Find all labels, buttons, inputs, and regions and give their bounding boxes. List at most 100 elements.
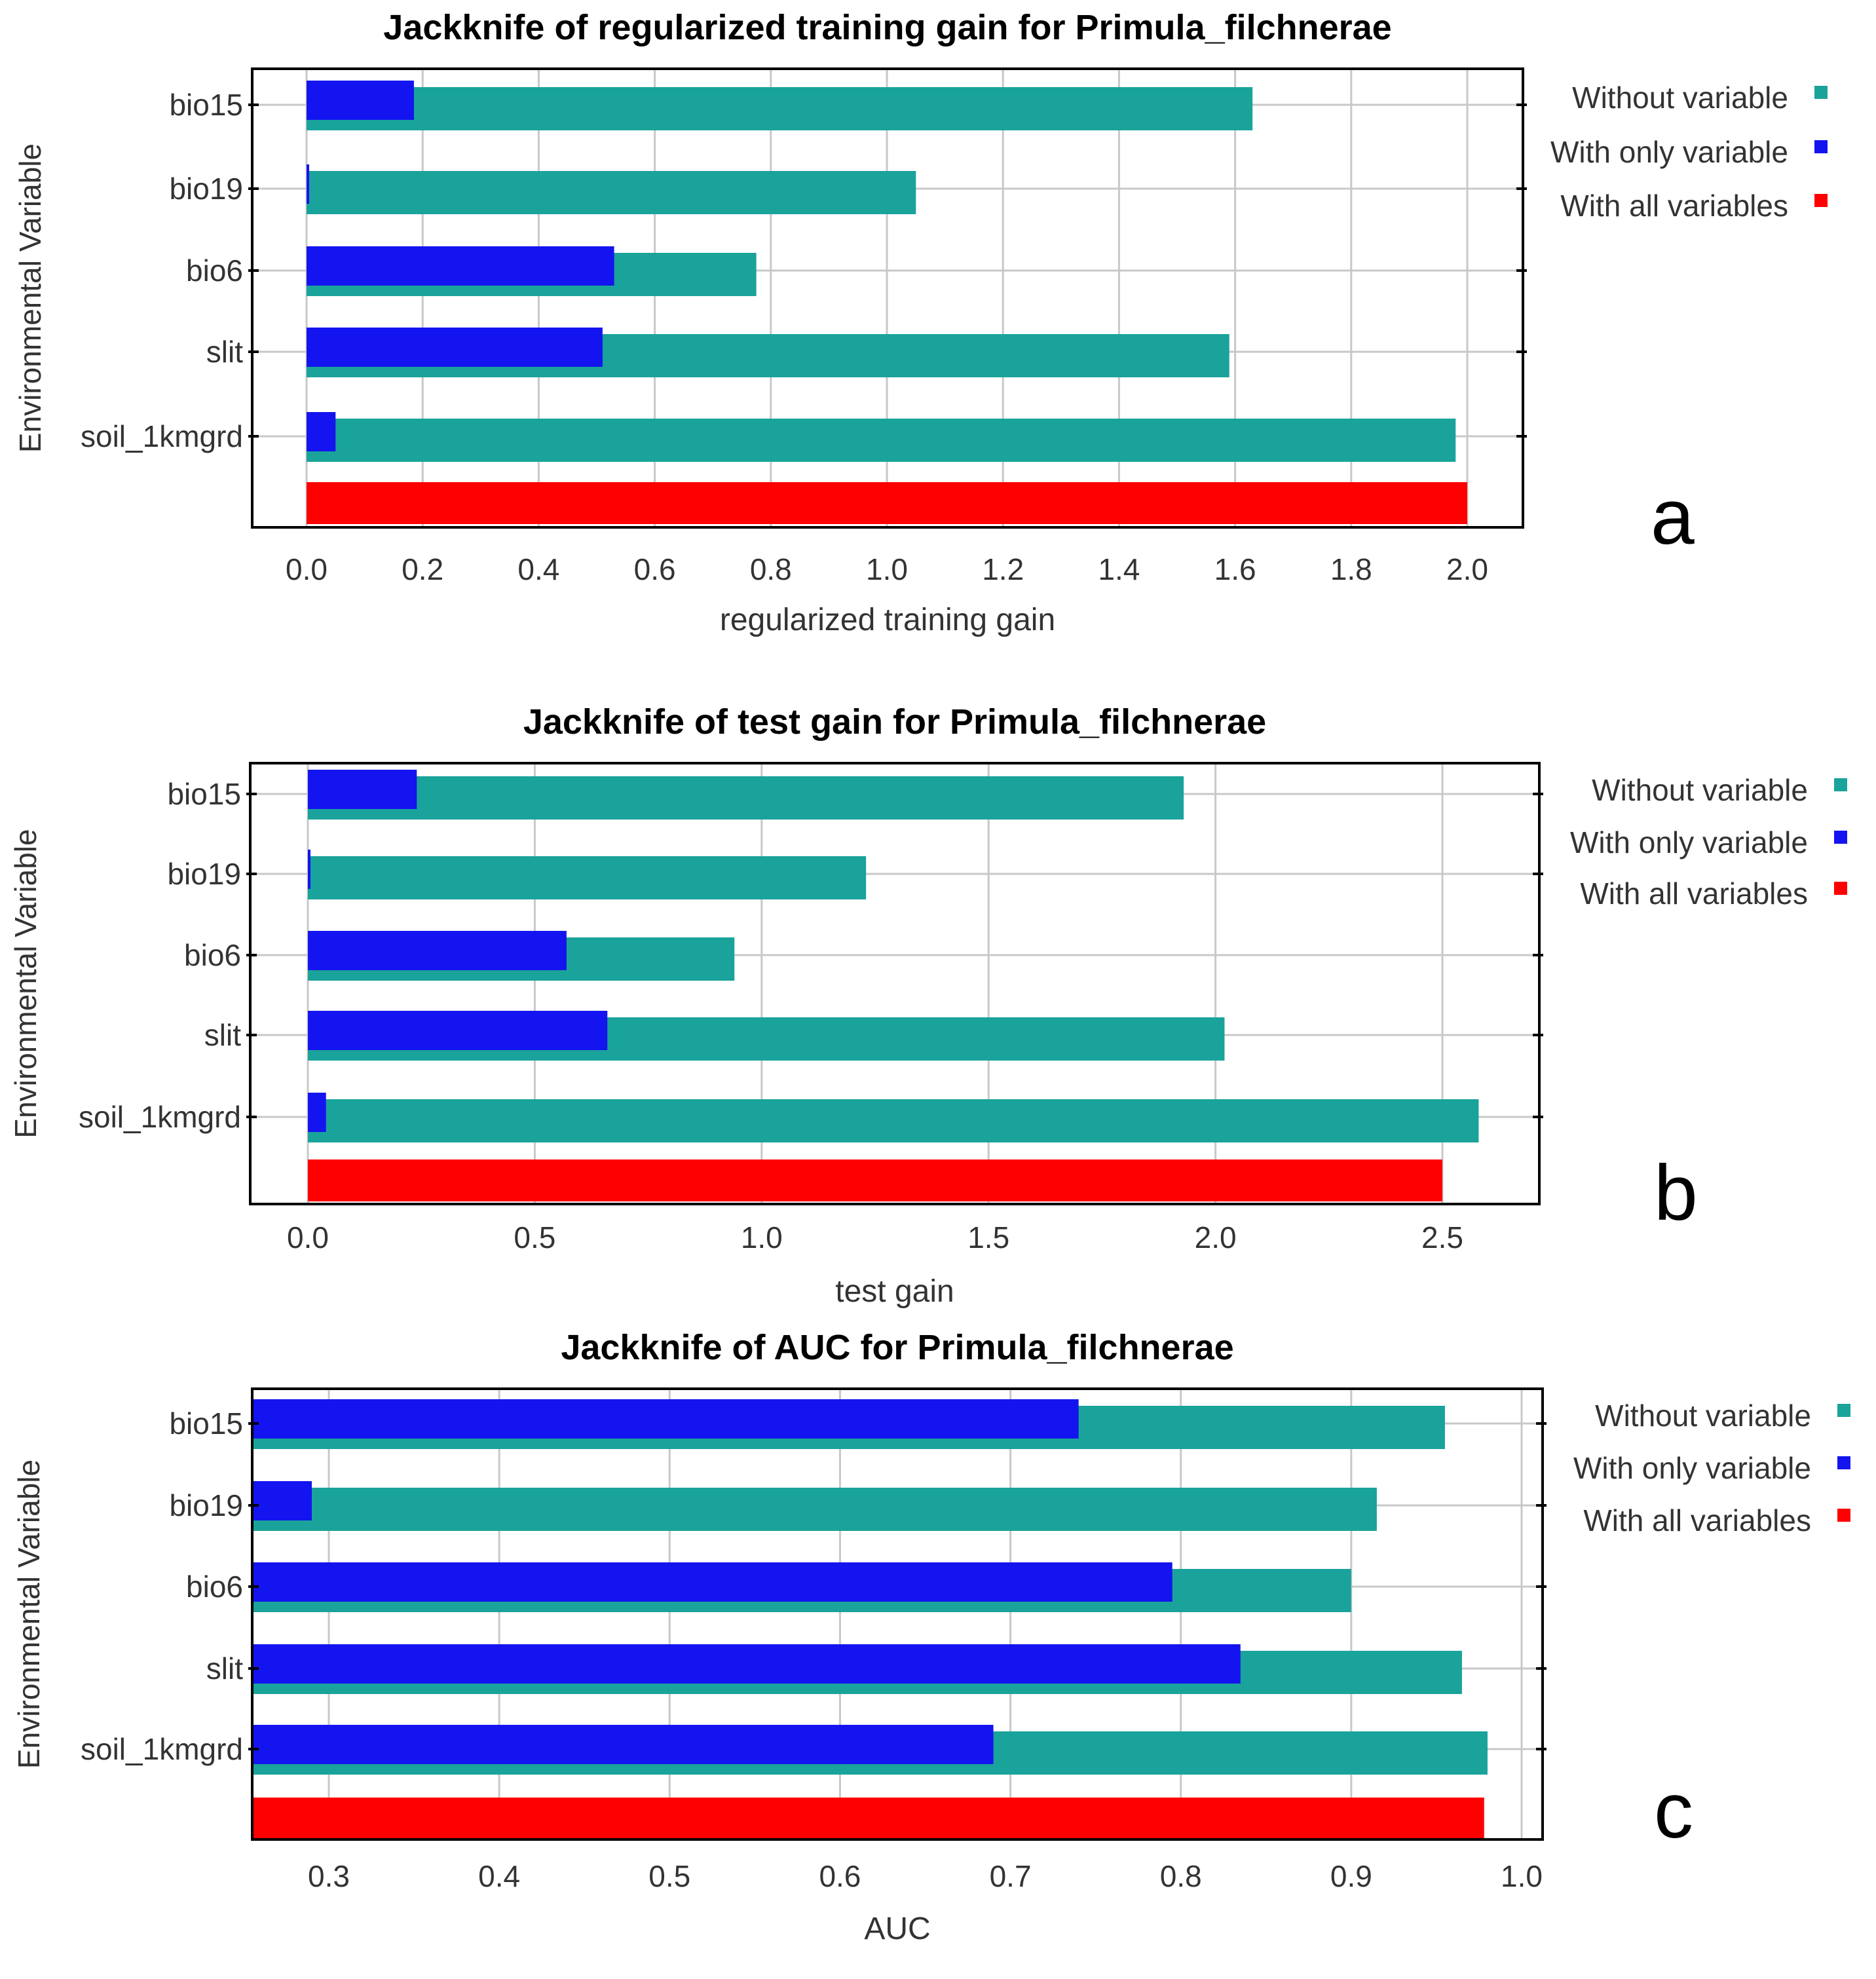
- x-tick-label: 1.0: [741, 1220, 783, 1254]
- x-axis-label: test gain: [835, 1274, 954, 1309]
- plot-frame: [249, 762, 1541, 1205]
- bar-only-bio15: [308, 770, 417, 809]
- legend-without-variable-label: Without variable: [1572, 81, 1788, 115]
- legend-with-all-variables-swatch: [1834, 882, 1847, 895]
- bar-only-bio15: [253, 1399, 1079, 1439]
- bar-all-variables: [307, 482, 1467, 524]
- bar-without-bio19: [308, 856, 867, 899]
- legend-with-only-variable-label: With only variable: [1573, 1451, 1811, 1485]
- category-label: bio15: [169, 88, 243, 122]
- bar-only-bio6: [253, 1562, 1172, 1602]
- bar-only-bio6: [307, 246, 614, 286]
- bar-only-slit: [307, 328, 603, 367]
- x-tick-label: 2.0: [1195, 1220, 1237, 1254]
- category-label: bio19: [169, 172, 243, 206]
- x-axis-label: regularized training gain: [720, 603, 1055, 637]
- bar-without-bio15: [308, 776, 1184, 820]
- x-tick-label: 0.9: [1330, 1859, 1372, 1893]
- category-label: slit: [206, 335, 243, 369]
- legend-with-all-variables-label: With all variables: [1560, 189, 1788, 223]
- bar-only-soil_1kmgrd: [308, 1093, 326, 1132]
- bar-all-variables: [253, 1798, 1484, 1839]
- x-tick-label: 0.0: [286, 552, 328, 586]
- bar-without-bio19: [253, 1488, 1377, 1531]
- x-tick-label: 0.6: [634, 552, 676, 586]
- bar-only-bio6: [308, 931, 567, 970]
- bar-without-soil_1kmgrd: [307, 419, 1456, 462]
- legend-with-only-variable-label: With only variable: [1550, 135, 1788, 169]
- x-tick-label: 0.4: [517, 552, 559, 586]
- y-axis-label: Environmental Variable: [12, 1460, 46, 1769]
- plot-frame: [251, 67, 1524, 529]
- legend-with-all-variables-swatch: [1814, 194, 1828, 207]
- y-axis-label: Environmental Variable: [13, 143, 47, 453]
- x-tick-label: 0.2: [402, 552, 443, 586]
- legend-with-all-variables-label: With all variables: [1583, 1503, 1811, 1537]
- bar-without-soil_1kmgrd: [308, 1099, 1479, 1142]
- bar-only-slit: [308, 1011, 608, 1050]
- panel-letter: c: [1654, 1767, 1693, 1855]
- x-tick-label: 0.6: [819, 1859, 861, 1893]
- category-label: bio19: [169, 1488, 243, 1522]
- legend: Without variable With only variable With a…: [1573, 1399, 1850, 1537]
- legend: Without variable With only variable With a…: [1570, 773, 1847, 911]
- chart-title: Jackknife of regularized training gain f…: [383, 8, 1391, 47]
- legend-without-variable-label: Without variable: [1595, 1399, 1811, 1433]
- legend: Without variable With only variable With a…: [1550, 81, 1828, 223]
- chart-panel-b: Jackknife of test gain for Primula_filch…: [9, 702, 1847, 1309]
- x-tick-label: 2.0: [1446, 552, 1488, 586]
- bar-all-variables: [308, 1159, 1442, 1201]
- x-tick-label: 1.6: [1214, 552, 1256, 586]
- bar-only-soil_1kmgrd: [253, 1725, 994, 1764]
- legend-with-all-variables-swatch: [1837, 1509, 1850, 1522]
- x-tick-label: 2.5: [1421, 1220, 1463, 1254]
- chart-panel-a: Jackknife of regularized training gain f…: [13, 8, 1828, 637]
- legend-without-variable-label: Without variable: [1592, 773, 1808, 807]
- legend-without-variable-swatch: [1837, 1404, 1850, 1417]
- x-tick-label: 0.5: [514, 1220, 555, 1254]
- x-tick-label: 1.0: [866, 552, 908, 586]
- bar-only-slit: [253, 1644, 1241, 1684]
- chart-panel-c: Jackknife of AUC for Primula_filchneraeb…: [12, 1328, 1850, 1946]
- x-axis-label: AUC: [864, 1912, 930, 1946]
- category-label: soil_1kmgrd: [79, 1100, 241, 1134]
- x-tick-label: 0.0: [287, 1220, 329, 1254]
- bar-without-bio19: [307, 171, 916, 214]
- category-label: bio15: [167, 777, 241, 811]
- bar-without-bio15: [307, 87, 1253, 130]
- panel-letter: a: [1651, 473, 1695, 561]
- legend-with-only-variable-swatch: [1834, 831, 1847, 844]
- category-label: bio19: [167, 857, 241, 891]
- x-tick-label: 1.5: [967, 1220, 1009, 1254]
- bar-only-bio19: [308, 850, 310, 889]
- legend-without-variable-swatch: [1814, 86, 1828, 99]
- category-label: slit: [206, 1651, 243, 1686]
- bar-only-bio15: [307, 81, 414, 120]
- category-label: bio6: [186, 1570, 243, 1604]
- chart-title: Jackknife of AUC for Primula_filchnerae: [561, 1328, 1233, 1367]
- category-label: bio6: [184, 938, 241, 972]
- category-label: soil_1kmgrd: [81, 1732, 243, 1766]
- bar-only-soil_1kmgrd: [307, 412, 336, 451]
- category-label: bio6: [186, 254, 243, 288]
- bar-only-bio19: [253, 1481, 312, 1520]
- legend-with-only-variable-swatch: [1814, 140, 1828, 153]
- x-tick-label: 0.4: [478, 1859, 520, 1893]
- legend-with-only-variable-label: With only variable: [1570, 825, 1808, 859]
- panel-letter: b: [1654, 1149, 1698, 1237]
- x-tick-label: 1.4: [1098, 552, 1140, 586]
- x-tick-label: 1.8: [1330, 552, 1372, 586]
- x-tick-label: 1.2: [982, 552, 1024, 586]
- plot-frame: [251, 1387, 1544, 1841]
- legend-without-variable-swatch: [1834, 778, 1847, 791]
- legend-with-all-variables-label: With all variables: [1580, 876, 1808, 911]
- category-label: soil_1kmgrd: [81, 419, 243, 453]
- x-tick-label: 0.7: [990, 1859, 1032, 1893]
- y-axis-label: Environmental Variable: [9, 829, 43, 1138]
- x-tick-label: 0.8: [1160, 1859, 1202, 1893]
- x-tick-label: 0.5: [648, 1859, 690, 1893]
- legend-with-only-variable-swatch: [1837, 1456, 1850, 1469]
- category-label: slit: [204, 1018, 241, 1052]
- x-tick-label: 1.0: [1501, 1859, 1543, 1893]
